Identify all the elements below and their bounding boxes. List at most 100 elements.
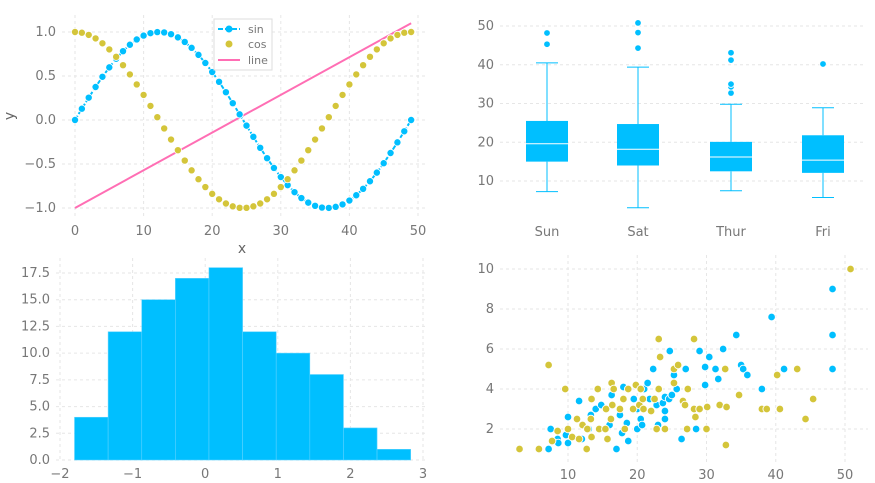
scatter-point bbox=[650, 394, 659, 404]
y-tick-label: 10 bbox=[477, 262, 494, 277]
cos-marker bbox=[77, 28, 86, 37]
scatter-point bbox=[547, 436, 557, 446]
scatter-point bbox=[691, 412, 700, 422]
scatter-point bbox=[628, 404, 638, 414]
scatter-point bbox=[682, 424, 692, 434]
sin-marker bbox=[125, 40, 134, 49]
sin-marker bbox=[407, 116, 416, 125]
scatter-point bbox=[553, 426, 562, 436]
scatter-point bbox=[638, 394, 648, 404]
y-tick-label: 0.5 bbox=[35, 69, 56, 84]
x-tick-label: 30 bbox=[698, 468, 715, 483]
scatter-panel: 10 20 30 40 50 2 4 6 8 10 bbox=[477, 255, 868, 483]
box bbox=[617, 124, 659, 166]
sin-marker bbox=[146, 29, 155, 38]
cos-marker bbox=[201, 183, 210, 192]
y-tick-label: 6 bbox=[486, 342, 494, 357]
sin-marker bbox=[160, 28, 169, 37]
cos-marker bbox=[276, 183, 285, 192]
y-tick-label: 4 bbox=[486, 382, 494, 397]
sin-marker bbox=[263, 154, 272, 163]
x-tick-label: 40 bbox=[341, 224, 358, 239]
cos-marker bbox=[365, 52, 374, 61]
scatter-point bbox=[637, 420, 647, 430]
scatter-point bbox=[828, 284, 837, 294]
cos-marker bbox=[338, 90, 347, 99]
sin-marker bbox=[194, 50, 203, 59]
scatter-point bbox=[775, 404, 785, 414]
x-tick-label: −1 bbox=[123, 467, 142, 482]
scatter-point bbox=[689, 334, 699, 344]
scatter-point bbox=[779, 364, 789, 374]
scatter-point bbox=[721, 440, 731, 450]
cos-marker bbox=[180, 156, 189, 165]
sin-marker bbox=[290, 188, 299, 197]
scatter-point bbox=[654, 384, 663, 394]
cos-marker bbox=[91, 34, 100, 43]
scatter-point bbox=[667, 390, 677, 400]
scatter-point bbox=[623, 384, 633, 394]
sin-marker bbox=[235, 110, 244, 119]
scatter-point bbox=[757, 384, 767, 394]
histogram-bar bbox=[74, 416, 109, 461]
sin-marker bbox=[379, 159, 388, 168]
legend-cos-marker bbox=[225, 40, 233, 48]
sin-marker bbox=[105, 63, 114, 72]
cos-marker bbox=[173, 146, 182, 155]
cos-marker bbox=[352, 70, 361, 79]
scatter-point bbox=[714, 374, 723, 384]
cos-marker bbox=[386, 34, 395, 43]
histogram-bar bbox=[376, 449, 411, 461]
scatter-point bbox=[718, 344, 728, 354]
x-tick-label: −2 bbox=[50, 467, 69, 482]
cos-marker bbox=[242, 203, 251, 212]
y-tick-label: 2 bbox=[486, 422, 494, 437]
line-plot-panel: 0 10 20 30 40 50 −1.0 −0.5 0.0 0.5 1.0 sin cos line bbox=[24, 15, 426, 239]
scatter-point bbox=[619, 394, 628, 404]
scatter-point bbox=[715, 400, 724, 410]
y-tick-label: 2.5 bbox=[29, 426, 50, 441]
scatter-point bbox=[722, 402, 731, 412]
scatter-point bbox=[646, 406, 656, 416]
cos-marker bbox=[119, 61, 128, 70]
scatter-point bbox=[828, 364, 837, 374]
outlier bbox=[634, 28, 642, 37]
cos-marker bbox=[345, 80, 354, 89]
scatter-point bbox=[534, 444, 544, 454]
boxplot-panel: 10 20 30 40 50 Sun Sat Thur Fri bbox=[477, 19, 865, 240]
cos-marker bbox=[125, 70, 134, 79]
scatter-point bbox=[587, 432, 596, 442]
sin-marker bbox=[324, 203, 333, 212]
sin-marker bbox=[400, 127, 409, 136]
cos-marker bbox=[215, 195, 224, 204]
y-tick-label: 12.5 bbox=[21, 319, 50, 334]
histogram-bar bbox=[242, 331, 277, 461]
scatter-point bbox=[601, 404, 611, 414]
outlier bbox=[543, 40, 551, 48]
sin-marker bbox=[98, 72, 107, 81]
y-tick-label: 10 bbox=[477, 174, 494, 189]
scatter-point bbox=[681, 364, 690, 374]
outlier bbox=[634, 44, 642, 52]
x-tick-label: 0 bbox=[201, 467, 209, 482]
x-tick-label: Fri bbox=[815, 225, 831, 240]
x-tick-label: 50 bbox=[410, 224, 427, 239]
scatter-point bbox=[572, 414, 582, 424]
sin-marker bbox=[249, 132, 258, 141]
sin-marker bbox=[221, 88, 230, 97]
cos-marker bbox=[112, 52, 121, 61]
y-tick-label: 20 bbox=[477, 135, 494, 150]
cos-marker bbox=[235, 203, 244, 212]
scatter-point bbox=[560, 384, 570, 394]
scatter-point bbox=[563, 424, 573, 434]
outlier bbox=[727, 80, 735, 88]
scatter-point bbox=[587, 394, 596, 404]
sin-marker bbox=[91, 83, 100, 92]
cos-marker bbox=[372, 45, 381, 54]
sin-marker bbox=[167, 30, 176, 39]
sin-marker bbox=[242, 121, 251, 130]
scatter-point bbox=[695, 404, 704, 414]
sin-marker bbox=[338, 200, 347, 209]
scatter-point bbox=[615, 404, 625, 414]
legend-sin-marker bbox=[225, 25, 233, 33]
